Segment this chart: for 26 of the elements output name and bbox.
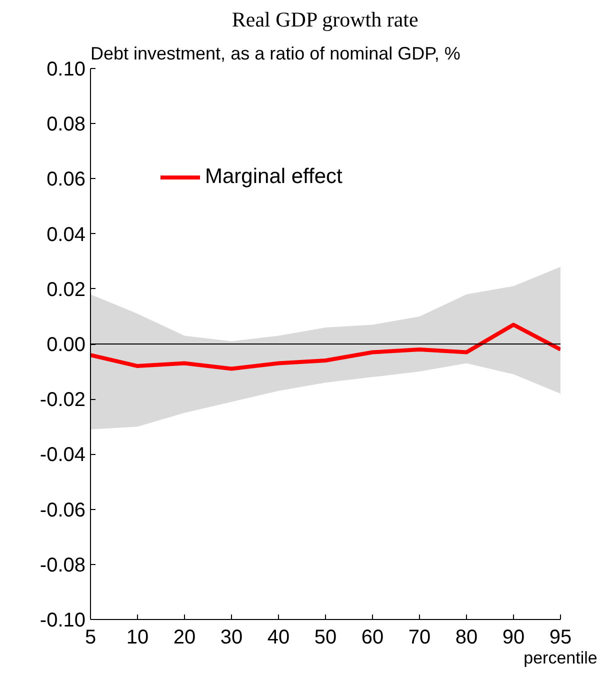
y-tick-label: -0.10 (40, 610, 86, 632)
legend-label: Marginal effect (205, 165, 342, 189)
x-tick-label: 50 (314, 626, 337, 648)
y-tick-label: -0.02 (40, 389, 86, 412)
x-tick-label: 95 (549, 626, 572, 648)
x-tick-label: 20 (173, 626, 196, 648)
y-tick-label: 0.00 (46, 334, 86, 356)
x-tick-label: 60 (361, 626, 384, 648)
x-tick-label: 90 (502, 626, 525, 648)
y-tick-label: 0.08 (46, 114, 86, 136)
y-tick-label: 0.04 (46, 224, 86, 246)
chart-subtitle: Debt investment, as a ratio of nominal GDP, % (90, 44, 460, 64)
x-axis-title: percentile (524, 648, 598, 668)
x-tick-label: 10 (126, 626, 149, 648)
y-tick-label: 0.06 (46, 168, 86, 191)
y-tick-label: -0.06 (40, 499, 86, 522)
x-tick-label: 5 (84, 626, 96, 648)
x-tick-label: 30 (220, 626, 243, 648)
y-tick-label: 0.02 (46, 278, 86, 301)
y-tick-label: -0.08 (40, 554, 86, 576)
x-tick-label: 40 (267, 626, 290, 648)
y-tick-label: 0.10 (46, 58, 86, 80)
chart-title: Real GDP growth rate (232, 8, 418, 32)
x-tick-label: 70 (408, 626, 431, 648)
x-tick-label: 80 (455, 626, 478, 648)
y-tick-label: -0.04 (40, 444, 86, 466)
